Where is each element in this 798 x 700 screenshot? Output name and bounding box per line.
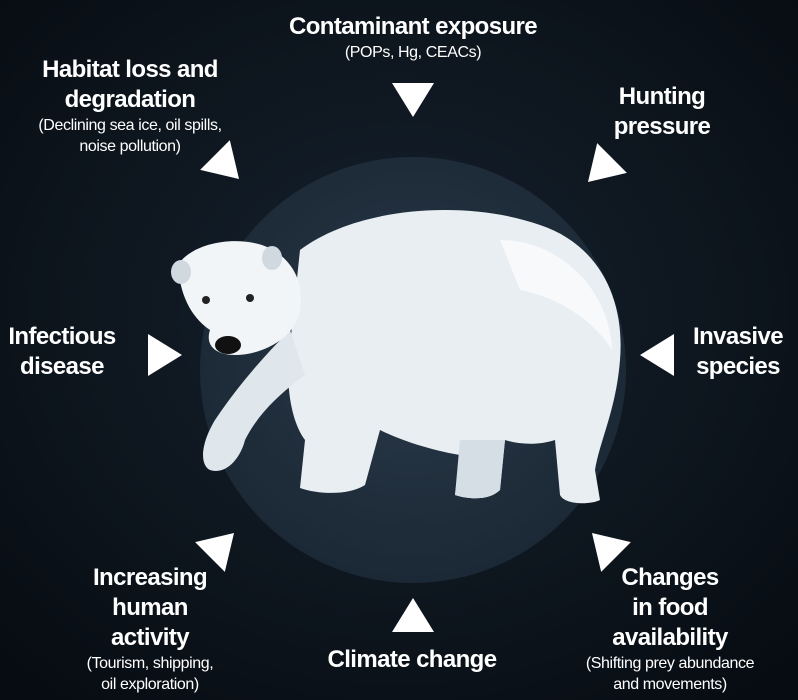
page: Contaminant exposure(POPs, Hg, CEACs) Hab… bbox=[0, 0, 798, 700]
threat-detail: (POPs, Hg, CEACs) bbox=[289, 42, 537, 63]
threat-detail: (Shifting prey abundance bbox=[586, 653, 754, 674]
threat-title: degradation bbox=[38, 85, 221, 115]
threat-title: Increasing bbox=[87, 563, 214, 593]
threat-detail: noise pollution) bbox=[38, 136, 221, 157]
threat-title: Invasive bbox=[693, 322, 783, 352]
threat-label: Contaminant exposure(POPs, Hg, CEACs) bbox=[289, 12, 537, 63]
threat-detail: oil exploration) bbox=[87, 674, 214, 695]
threat-label: Climate change bbox=[328, 645, 497, 675]
threat-title: Hunting bbox=[614, 82, 711, 112]
threat-title: human bbox=[87, 593, 214, 623]
threat-detail: and movements) bbox=[586, 674, 754, 695]
threat-title: Climate change bbox=[328, 645, 497, 675]
threat-title: Infectious bbox=[8, 322, 115, 352]
threat-title: activity bbox=[87, 623, 214, 653]
threat-title: Habitat loss and bbox=[38, 55, 221, 85]
threat-title: pressure bbox=[614, 112, 711, 142]
threat-title: Contaminant exposure bbox=[289, 12, 537, 42]
threat-title: disease bbox=[8, 352, 115, 382]
threat-title: species bbox=[693, 352, 783, 382]
threat-detail: (Tourism, shipping, bbox=[87, 653, 214, 674]
threat-title: Changes bbox=[586, 563, 754, 593]
threat-title: in food bbox=[586, 593, 754, 623]
threat-detail: (Declining sea ice, oil spills, bbox=[38, 115, 221, 136]
threat-title: availability bbox=[586, 623, 754, 653]
